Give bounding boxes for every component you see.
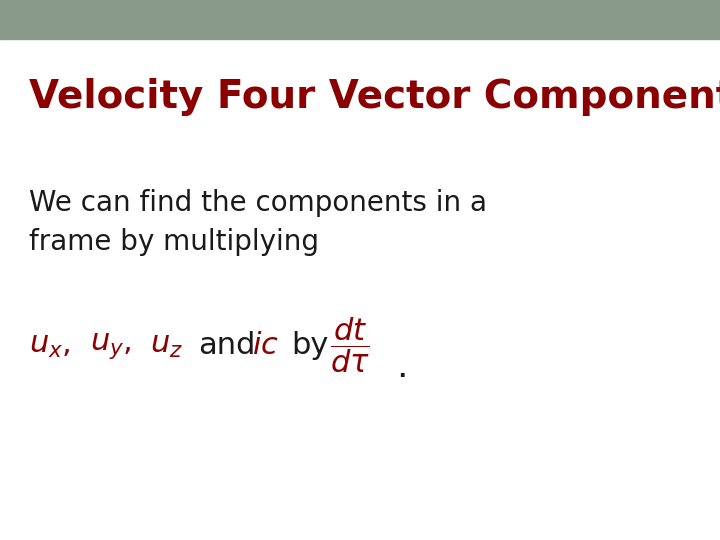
Text: $\mathit{u}_y,$: $\mathit{u}_y,$ xyxy=(90,330,132,361)
Bar xyxy=(0,0,720,39)
Text: $\mathit{u}_z$: $\mathit{u}_z$ xyxy=(150,331,183,360)
Text: by: by xyxy=(292,331,329,360)
Text: $\mathit{ic}$: $\mathit{ic}$ xyxy=(252,331,279,360)
Text: $\dfrac{dt}{d\tau}$: $\dfrac{dt}{d\tau}$ xyxy=(330,316,369,375)
Text: We can find the components in a
frame by multiplying: We can find the components in a frame by… xyxy=(29,189,487,256)
Text: and: and xyxy=(198,331,256,360)
Text: $\mathit{u}_x,$: $\mathit{u}_x,$ xyxy=(29,331,71,360)
Text: Velocity Four Vector Component: Velocity Four Vector Component xyxy=(29,78,720,116)
Text: .: . xyxy=(396,350,408,384)
